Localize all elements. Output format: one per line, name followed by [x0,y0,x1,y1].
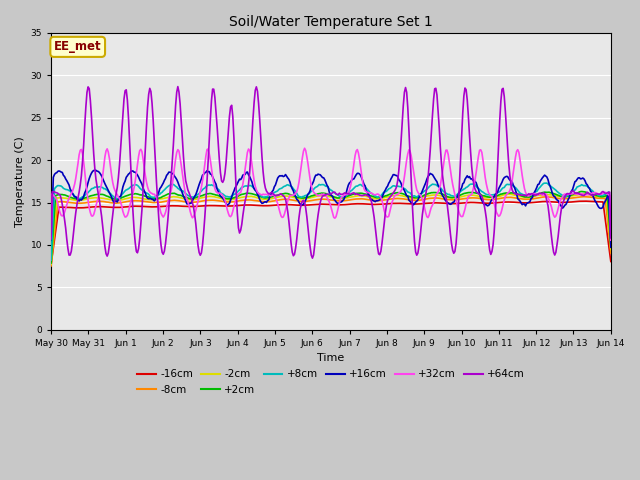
+32cm [351,153,359,158]
-16cm [506,199,514,205]
+2cm [578,189,586,194]
+32cm [607,237,614,243]
+8cm [350,185,358,191]
+32cm [314,193,322,199]
+64cm [596,191,604,197]
+16cm [317,173,325,179]
-16cm [595,199,602,205]
+8cm [380,190,388,195]
+8cm [506,181,514,187]
-16cm [607,259,614,264]
+64cm [319,193,326,199]
+32cm [301,145,308,151]
+32cm [317,192,325,197]
+64cm [383,203,390,208]
-16cm [350,201,358,207]
Y-axis label: Temperature (C): Temperature (C) [15,136,25,227]
Line: -16cm: -16cm [51,201,611,264]
+2cm [595,193,602,199]
+32cm [381,211,389,217]
+2cm [316,191,324,196]
+8cm [607,234,614,240]
-2cm [316,193,324,199]
X-axis label: Time: Time [317,353,344,363]
-16cm [47,262,55,267]
+64cm [353,191,360,197]
+64cm [607,235,614,241]
+16cm [595,204,602,210]
+32cm [47,236,55,241]
-2cm [506,192,514,197]
+16cm [47,237,55,242]
Text: EE_met: EE_met [54,40,102,53]
+8cm [313,184,321,190]
Line: +64cm: +64cm [51,86,611,258]
+64cm [47,236,55,241]
+8cm [595,192,602,198]
-8cm [313,197,321,203]
+32cm [507,184,515,190]
Line: +32cm: +32cm [51,148,611,240]
-16cm [316,201,324,207]
-2cm [380,195,388,201]
-8cm [607,250,614,256]
-2cm [607,247,614,252]
-16cm [581,198,589,204]
+2cm [506,190,514,196]
Line: +8cm: +8cm [51,183,611,260]
+64cm [308,255,316,261]
-2cm [47,261,55,267]
+64cm [316,205,323,211]
+16cm [607,244,614,250]
+2cm [47,260,55,266]
+2cm [607,242,614,248]
-16cm [313,202,321,207]
-2cm [350,193,358,199]
+8cm [543,180,550,186]
-2cm [579,191,587,197]
+16cm [381,187,389,193]
-8cm [595,195,602,201]
+2cm [350,191,358,197]
-8cm [350,196,358,202]
+16cm [351,174,359,180]
Title: Soil/Water Temperature Set 1: Soil/Water Temperature Set 1 [229,15,433,29]
+2cm [380,193,388,199]
+32cm [595,191,602,197]
+8cm [316,182,324,188]
+16cm [91,167,99,173]
Line: -2cm: -2cm [51,194,611,264]
-16cm [380,201,388,207]
-8cm [47,263,55,269]
+16cm [507,178,515,184]
Line: +16cm: +16cm [51,170,611,247]
+8cm [47,257,55,263]
+16cm [314,171,322,177]
-2cm [595,194,602,200]
-8cm [580,194,588,200]
-8cm [380,197,388,203]
Line: +2cm: +2cm [51,192,611,263]
-8cm [316,196,324,202]
+64cm [174,84,182,89]
+64cm [508,187,516,192]
-2cm [313,193,321,199]
+2cm [313,191,321,197]
Line: -8cm: -8cm [51,197,611,266]
Legend: -16cm, -8cm, -2cm, +2cm, +8cm, +16cm, +32cm, +64cm: -16cm, -8cm, -2cm, +2cm, +8cm, +16cm, +3… [133,365,529,399]
-8cm [506,194,514,200]
